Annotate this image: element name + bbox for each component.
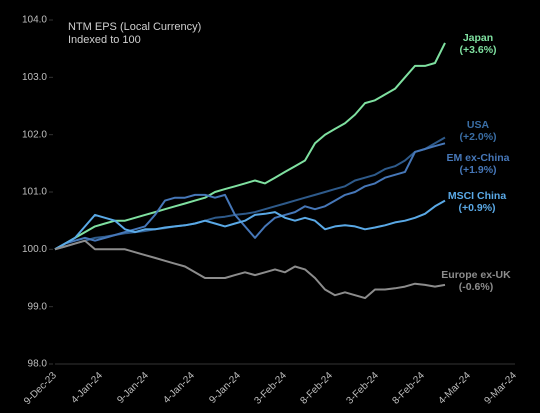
legend-label: Japan (463, 32, 493, 44)
y-tick-label: 103.0 (22, 72, 47, 83)
series-line (54, 142, 446, 251)
y-tick-label: 102.0 (22, 129, 47, 140)
end-label: (-0.6%) (459, 281, 493, 293)
end-label: (+3.6%) (459, 44, 496, 56)
end-label: (+0.9%) (458, 202, 495, 214)
y-tick-label: 101.0 (22, 187, 47, 198)
chart-subtitle: Indexed to 100 (68, 34, 141, 46)
legend-label: Europe ex-UK (441, 269, 511, 281)
y-tick-label: 98.0 (28, 359, 48, 370)
legend-label: USA (467, 119, 490, 131)
legend-label: EM ex-China (446, 152, 509, 164)
series-line (54, 42, 446, 251)
series-line (54, 199, 446, 251)
legend-label: MSCI China (448, 190, 506, 202)
y-tick-label: 100.0 (22, 244, 47, 255)
chart-title: NTM EPS (Local Currency) (68, 21, 201, 33)
y-tick-label: 104.0 (22, 15, 47, 26)
series-line (54, 239, 446, 300)
y-tick-label: 99.0 (28, 301, 48, 312)
end-label: (+2.0%) (459, 131, 496, 143)
end-label: (+1.9%) (459, 164, 496, 176)
